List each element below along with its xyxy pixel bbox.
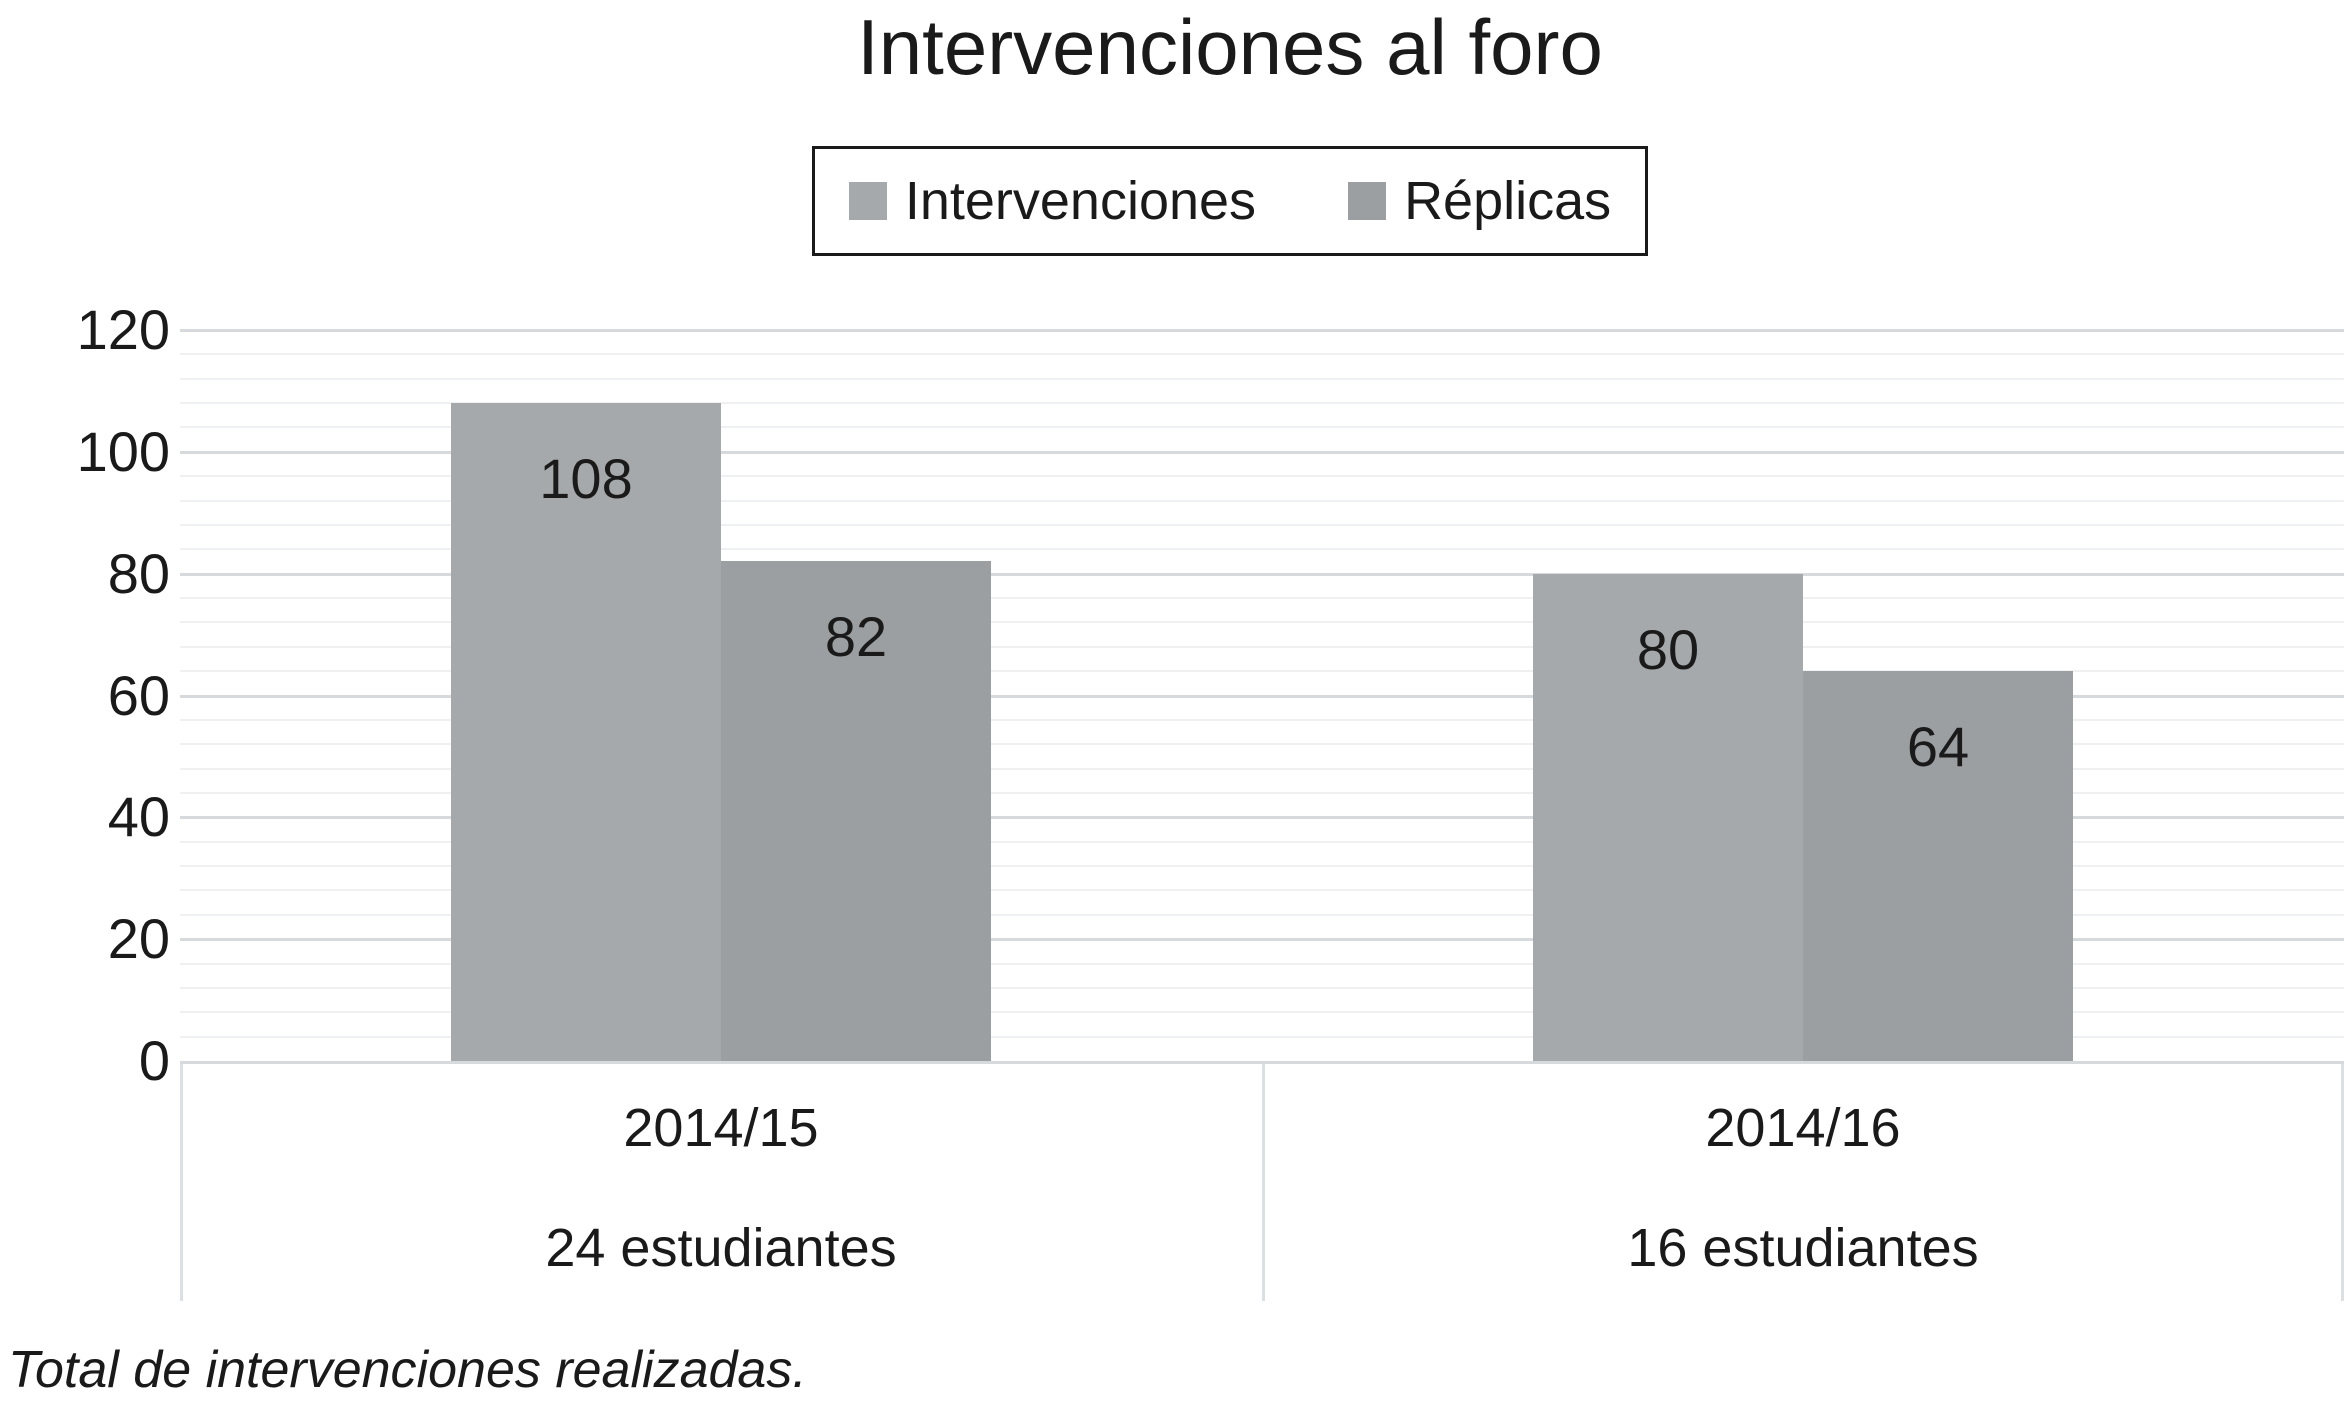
bar-data-label: 80 xyxy=(1636,617,1700,681)
minor-gridline xyxy=(180,645,2344,648)
chart-header: Intervenciones al foro Intervenciones Rép… xyxy=(115,0,2345,256)
minor-gridline xyxy=(180,986,2344,989)
y-tick-label: 0 xyxy=(138,1029,170,1092)
minor-gridline xyxy=(180,840,2344,843)
major-gridline xyxy=(180,694,2344,698)
minor-gridline xyxy=(180,548,2344,551)
category-box-divider xyxy=(2341,1064,2344,1301)
category-sublabel: 16 estudiantes xyxy=(1627,1218,1979,1278)
y-tick-label: 40 xyxy=(107,785,170,849)
chart-title: Intervenciones al foro xyxy=(857,3,1603,91)
y-tick-label: 100 xyxy=(76,419,170,483)
bar-data-label: 64 xyxy=(1906,715,1970,779)
legend-swatch-icon xyxy=(1348,182,1387,220)
category-box-divider xyxy=(180,1064,183,1301)
minor-gridline xyxy=(180,523,2344,526)
bar-réplicas-2014-15: 82 xyxy=(721,561,991,1061)
minor-gridline xyxy=(180,889,2344,892)
legend-item: Réplicas xyxy=(1348,171,1611,231)
minor-gridline xyxy=(180,865,2344,868)
minor-gridline xyxy=(180,597,2344,600)
minor-gridline xyxy=(180,377,2344,380)
legend: Intervenciones Réplicas xyxy=(811,146,1649,256)
figure-caption: Total de intervenciones realizadas. xyxy=(8,1341,807,1399)
x-axis-category-area: 2014/15 24 estudiantes 2014/16 16 estudiant… xyxy=(180,1061,2344,1301)
minor-gridline xyxy=(180,499,2344,502)
minor-gridline xyxy=(180,913,2344,916)
legend-swatch-icon xyxy=(848,182,887,220)
y-tick-label: 80 xyxy=(107,541,170,605)
legend-item: Intervenciones xyxy=(848,171,1257,231)
major-gridline xyxy=(180,450,2344,454)
minor-gridline xyxy=(180,1035,2344,1038)
bar-intervenciones-2014-15: 108 xyxy=(451,403,721,1061)
category-label: 2014/15 xyxy=(623,1098,819,1158)
bar-intervenciones-2014-16: 80 xyxy=(1533,573,1803,1061)
category-sublabel: 24 estudiantes xyxy=(545,1218,897,1278)
y-tick-label: 60 xyxy=(107,663,170,727)
category-box-divider xyxy=(1262,1064,1265,1301)
bar-réplicas-2014-16: 64 xyxy=(1803,671,2073,1061)
minor-gridline xyxy=(180,426,2344,429)
y-tick-label: 20 xyxy=(107,907,170,971)
minor-gridline xyxy=(180,475,2344,478)
legend-label: Réplicas xyxy=(1404,171,1612,231)
minor-gridline xyxy=(180,353,2344,356)
minor-gridline xyxy=(180,791,2344,794)
plot-area: 108 82 80 64 xyxy=(180,329,2344,1061)
category-label: 2014/16 xyxy=(1705,1098,1901,1158)
minor-gridline xyxy=(180,743,2344,746)
minor-gridline xyxy=(180,1011,2344,1014)
minor-gridline xyxy=(180,670,2344,673)
major-gridline xyxy=(180,816,2344,820)
minor-gridline xyxy=(180,718,2344,721)
bar-data-label: 82 xyxy=(824,605,888,669)
major-gridline xyxy=(180,938,2344,942)
minor-gridline xyxy=(180,621,2344,624)
major-gridline xyxy=(180,329,2344,332)
minor-gridline xyxy=(180,767,2344,770)
category-cell: 2014/15 24 estudiantes xyxy=(180,1064,1262,1301)
bar-data-label: 108 xyxy=(539,447,633,511)
category-cell: 2014/16 16 estudiantes xyxy=(1262,1064,2344,1301)
legend-label: Intervenciones xyxy=(904,171,1257,231)
minor-gridline xyxy=(180,402,2344,405)
major-gridline xyxy=(180,572,2344,576)
minor-gridline xyxy=(180,962,2344,965)
y-tick-label: 120 xyxy=(76,298,170,361)
